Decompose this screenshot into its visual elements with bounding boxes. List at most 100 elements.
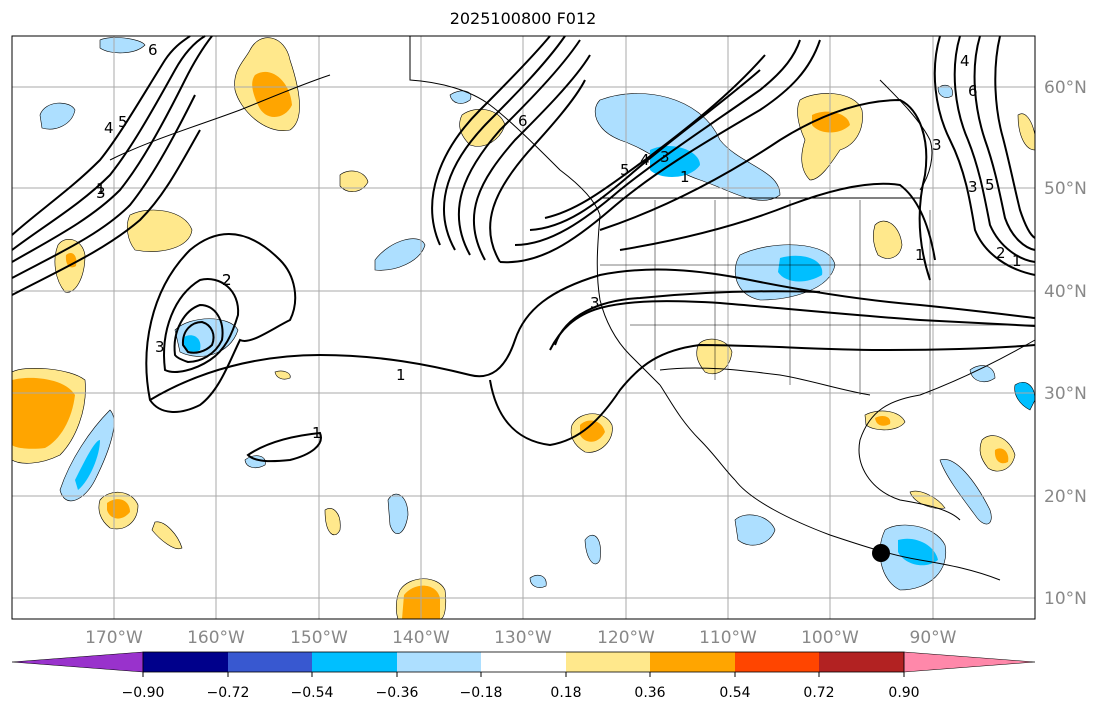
contour-line [246,431,322,463]
contour-line [11,35,206,251]
contour-label: 5 [985,176,995,194]
contour-line [544,54,766,219]
lon-label: 120°W [597,628,655,648]
lon-label: 160°W [187,628,245,648]
lat-label: 40°N [1044,282,1087,302]
contour-line [149,268,1036,401]
lon-label: 90°W [910,628,957,648]
shade-orange [107,499,130,519]
colorbar: −0.90 −0.72 −0.54 −0.36 −0.18 0.18 0.36 … [11,651,1036,701]
colorbar-segment [735,652,819,672]
map-title: 2025100800 F012 [449,9,597,28]
colorbar-segment [397,652,481,672]
shade-blue [449,90,472,104]
hudson-bay [879,79,933,191]
us-mexico-border [659,367,871,396]
contour-line [489,79,586,263]
shade-blue [1014,381,1036,411]
contour-label: 6 [148,41,158,59]
shade-blue [374,238,426,271]
shade-blue [529,574,547,588]
contour-label: 3 [590,294,600,312]
colorbar-tick-label: −0.18 [460,685,503,701]
colorbar-tick-label: 0.72 [803,685,834,701]
contour-line [529,69,761,231]
lon-label: 130°W [494,628,552,648]
colorbar-tick-label: −0.54 [291,685,334,701]
shade-gold [696,338,733,374]
storm-center-marker [872,544,890,562]
lon-label: 170°W [85,628,143,648]
contour-line [489,343,1036,447]
shade-gold [126,209,193,252]
contour-label: 2 [222,271,232,289]
contour-line [11,35,191,236]
shade-orange [875,416,891,426]
contour-line [472,54,591,261]
colorbar-tick-label: −0.36 [376,685,419,701]
shade-blue [59,409,115,502]
lon-label: 100°W [801,628,859,648]
contour-line [442,35,566,251]
contour-line [499,39,821,264]
us-west-coast [596,214,661,386]
coastlines [109,36,1036,581]
contour-line [181,320,215,354]
alaska-coast [409,36,601,216]
shade-gold [324,508,341,535]
contour-label: 5 [118,113,128,131]
contour-label: 3 [968,178,978,196]
contour-line [173,303,224,364]
latitude-labels: 10°N 20°N 30°N 40°N 50°N 60°N [1044,78,1087,609]
colorbar-segment [11,651,144,673]
lon-label: 150°W [290,628,348,648]
colorbar-tick-label: 0.18 [550,685,581,701]
contour-line [11,94,196,279]
contour-label: 4 [104,119,114,137]
colorbar-tick-label: 0.90 [888,685,919,701]
shade-blue [584,535,601,565]
contour-label: 2 [222,271,232,289]
mexico-pacific-coast [734,479,1001,581]
contour-line [549,300,1036,351]
shade-orange [994,448,1009,464]
contour-label: 1 [1012,252,1022,270]
contour-label: 6 [968,82,978,100]
contour-label-group: 6 5 4 3 2 1 1 2 3 3 1 1 6 5 4 3 1 3 4 6 … [96,41,1022,442]
shade-gold [339,170,369,192]
contour-label: 4 [960,52,970,70]
contour-label: 1 [312,424,322,442]
contour-line [619,182,936,261]
shade-orange [580,420,605,442]
contour-line [953,35,1036,263]
shade-cyan [183,335,201,352]
contour-line [457,39,581,256]
contour-line [933,35,1036,276]
shade-blue [244,455,266,469]
colorbar-ticks [142,672,905,677]
shade-cyan [75,440,100,490]
map-area: 6 5 4 3 2 1 1 2 3 3 1 1 6 5 4 3 1 3 4 6 … [11,35,1036,620]
contours [11,35,1036,463]
contour-label: 6 [518,112,528,130]
positive-shading [11,37,1036,620]
shade-blue [387,493,409,534]
colorbar-tick-label: −0.72 [207,685,250,701]
colorbar-segment [819,652,904,672]
longitude-labels: 170°W 160°W 150°W 140°W 130°W 120°W 110°… [85,628,957,648]
shade-orange [252,71,292,118]
baja-california [659,384,736,481]
lon-label: 110°W [699,628,757,648]
shade-gold [873,220,903,259]
negative-shading [39,37,1036,591]
contour-label: 1 [680,168,690,186]
shade-blue [937,84,953,98]
shade-gold [909,490,946,509]
colorbar-segment [143,652,228,672]
shade-gold [151,521,183,550]
contour-label: 3 [660,148,670,166]
contour-label: 2 [996,244,1006,262]
gridlines [12,36,1035,619]
lat-label: 60°N [1044,78,1087,98]
contour-label: 4 [640,151,650,169]
